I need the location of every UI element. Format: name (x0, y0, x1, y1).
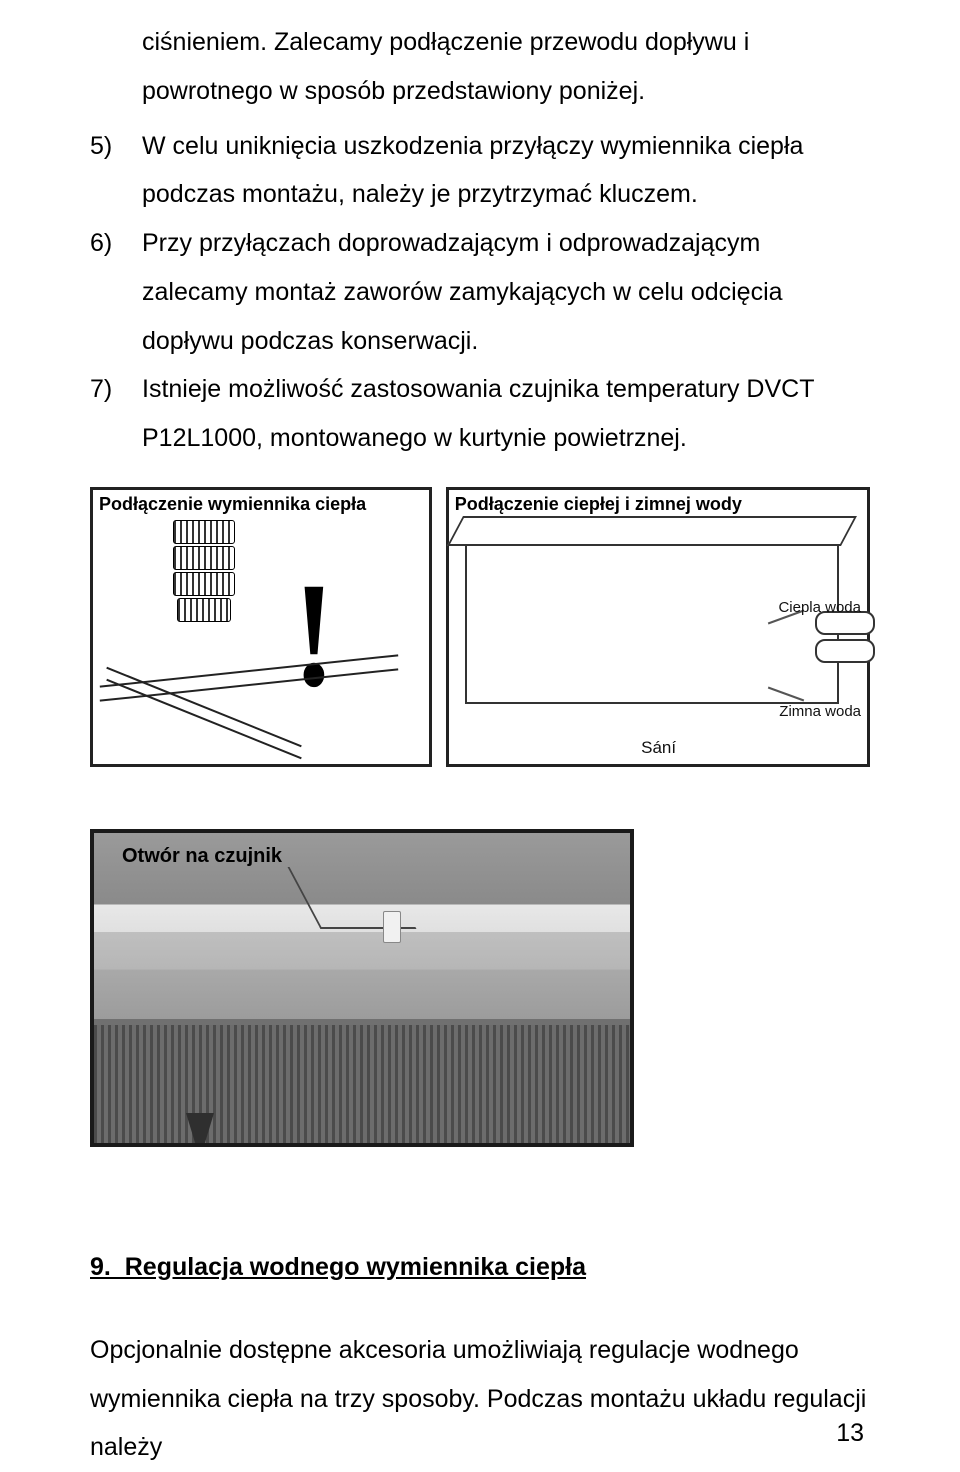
cold-water-label: Zimna woda (779, 703, 861, 720)
list-item-text: W celu uniknięcia uszkodzenia przyłączy … (142, 132, 803, 209)
list-item-number: 7) (90, 365, 112, 414)
sensor-icon (383, 911, 401, 943)
intro-paragraph: ciśnieniem. Zalecamy podłączenie przewod… (90, 18, 870, 116)
list-item-text: Istnieje możliwość zastosowania czujnika… (142, 375, 814, 452)
suction-label: Sání (641, 738, 676, 758)
figure-title: Podłączenie wymiennika ciepła (99, 494, 366, 515)
cold-water-pipe-icon (815, 639, 875, 663)
numbered-list: 5) W celu uniknięcia uszkodzenia przyłąc… (90, 122, 870, 463)
figure-row: Podłączenie wymiennika ciepła ! Podłącze… (90, 487, 870, 767)
figure-title: Podłączenie ciepłej i zimnej wody (455, 494, 742, 515)
photo-label: Otwór na czujnik (122, 845, 282, 868)
figure-hot-cold-water-connection: Podłączenie ciepłej i zimnej wody Ciepla… (446, 487, 870, 767)
section-body: Opcjonalnie dostępne akcesoria umożliwia… (90, 1326, 870, 1472)
figure-heat-exchanger-connection: Podłączenie wymiennika ciepła ! (90, 487, 432, 767)
list-item: 5) W celu uniknięcia uszkodzenia przyłąc… (90, 122, 870, 220)
hot-water-label: Ciepla woda (778, 599, 861, 616)
coil-fins-icon (94, 1025, 630, 1143)
pipe-lines-icon (99, 648, 429, 728)
page-number: 13 (836, 1419, 864, 1448)
pointer-marker-icon (186, 1113, 214, 1147)
list-item-number: 5) (90, 122, 112, 171)
list-item-number: 6) (90, 219, 112, 268)
list-item: 7) Istnieje możliwość zastosowania czujn… (90, 365, 870, 463)
fitting-stack-icon (173, 520, 235, 624)
document-page: ciśnieniem. Zalecamy podłączenie przewod… (0, 0, 960, 1472)
section-heading: 9. Regulacja wodnego wymiennika ciepła (90, 1253, 870, 1282)
list-item: 6) Przy przyłączach doprowadzającym i od… (90, 219, 870, 365)
list-item-text: Przy przyłączach doprowadzającym i odpro… (142, 229, 783, 355)
sensor-hole-photo: Otwór na czujnik (90, 829, 634, 1147)
